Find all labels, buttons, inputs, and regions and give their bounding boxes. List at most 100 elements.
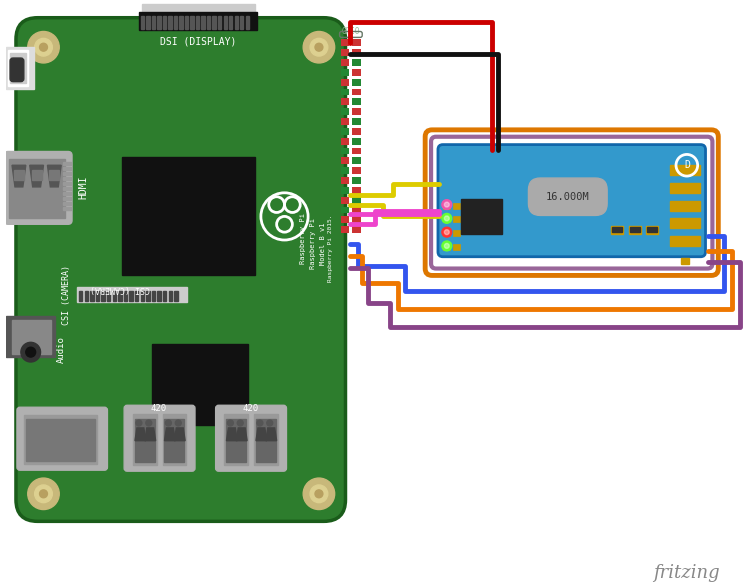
Bar — [453, 203, 460, 208]
Bar — [24, 415, 97, 464]
Bar — [63, 182, 71, 185]
Bar — [352, 138, 362, 145]
Bar — [340, 177, 350, 184]
Polygon shape — [12, 165, 26, 187]
Bar — [196, 16, 200, 29]
Circle shape — [166, 420, 172, 426]
Bar — [352, 49, 362, 56]
Bar — [63, 197, 71, 200]
Circle shape — [303, 32, 334, 63]
Bar — [6, 47, 34, 89]
Bar — [340, 79, 350, 86]
Bar — [453, 244, 460, 250]
Bar — [129, 291, 133, 301]
Bar — [218, 16, 221, 29]
Bar — [340, 158, 350, 164]
Bar — [460, 199, 502, 234]
Text: CSI (CAMERA): CSI (CAMERA) — [90, 284, 150, 293]
Bar — [340, 226, 350, 233]
Bar — [670, 236, 700, 246]
Bar — [340, 138, 350, 145]
Bar — [442, 203, 450, 208]
Bar — [212, 16, 216, 29]
Bar — [254, 414, 278, 465]
Bar — [352, 49, 362, 56]
Text: Audio: Audio — [57, 336, 66, 363]
Polygon shape — [236, 428, 247, 441]
Bar — [340, 59, 350, 66]
Bar — [112, 291, 116, 301]
Bar — [202, 16, 205, 29]
Bar — [142, 4, 255, 16]
Bar — [152, 291, 155, 301]
Polygon shape — [47, 165, 62, 187]
Bar — [352, 89, 362, 95]
FancyBboxPatch shape — [438, 145, 706, 257]
Text: CSI (CAMERA): CSI (CAMERA) — [62, 265, 71, 325]
Bar — [122, 158, 255, 276]
Bar — [340, 138, 350, 145]
Circle shape — [444, 244, 449, 248]
Bar — [133, 414, 157, 465]
Circle shape — [442, 241, 452, 251]
Bar — [340, 89, 350, 95]
Bar — [340, 177, 350, 184]
Bar — [340, 49, 350, 56]
Bar — [352, 69, 362, 76]
FancyBboxPatch shape — [529, 178, 608, 215]
Bar — [152, 16, 155, 29]
Circle shape — [442, 200, 452, 210]
Bar — [158, 291, 160, 301]
Bar — [646, 226, 658, 234]
Bar — [340, 98, 350, 105]
Bar — [352, 177, 362, 184]
Circle shape — [303, 478, 334, 510]
Bar — [340, 197, 350, 204]
Bar — [256, 419, 276, 463]
Bar — [352, 59, 362, 66]
Bar — [229, 16, 232, 29]
Bar — [340, 108, 350, 115]
Text: D: D — [684, 160, 690, 171]
Polygon shape — [145, 428, 156, 441]
Circle shape — [40, 490, 47, 498]
FancyBboxPatch shape — [124, 405, 195, 471]
Circle shape — [310, 485, 328, 503]
Bar — [245, 16, 249, 29]
Circle shape — [34, 485, 53, 503]
Bar — [352, 226, 362, 233]
Bar — [9, 159, 65, 218]
Bar — [647, 227, 657, 232]
Bar — [340, 148, 350, 154]
Bar — [135, 419, 154, 463]
Bar — [63, 162, 71, 165]
Bar — [340, 197, 350, 204]
Bar — [164, 419, 184, 463]
Bar — [340, 49, 350, 56]
Bar — [670, 218, 700, 228]
Polygon shape — [30, 165, 44, 187]
Bar — [670, 165, 700, 175]
Bar — [118, 291, 122, 301]
Text: Raspberry Pi: Raspberry Pi — [310, 218, 316, 269]
Bar — [50, 170, 59, 180]
Circle shape — [257, 420, 262, 426]
Circle shape — [136, 420, 142, 426]
Bar — [352, 187, 362, 194]
Circle shape — [237, 420, 243, 426]
Bar — [352, 158, 362, 164]
Bar — [453, 230, 460, 236]
FancyBboxPatch shape — [17, 407, 107, 470]
Bar — [224, 414, 248, 465]
Bar — [352, 148, 362, 154]
Bar — [352, 207, 362, 214]
Bar — [340, 187, 350, 194]
Circle shape — [442, 214, 452, 223]
Bar — [442, 217, 450, 223]
Text: 420: 420 — [151, 404, 166, 413]
Bar — [340, 207, 350, 214]
Bar — [611, 226, 623, 234]
Circle shape — [310, 39, 328, 56]
Bar — [158, 16, 160, 29]
Circle shape — [267, 420, 273, 426]
